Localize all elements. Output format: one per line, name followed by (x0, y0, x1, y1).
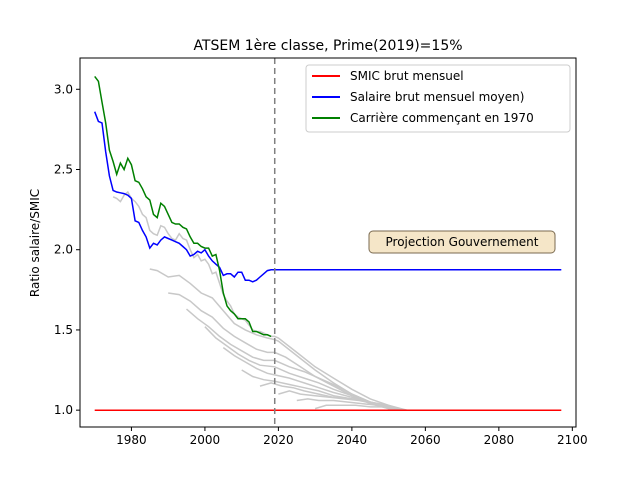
x-tick-label-1980: 1980 (116, 433, 147, 447)
career-line-9 (296, 398, 404, 411)
career-line-1 (149, 268, 408, 411)
legend-label-smic: SMIC brut mensuel (350, 69, 464, 83)
x-tick-label-2040: 2040 (337, 433, 368, 447)
x-tick-label-2100: 2100 (557, 433, 588, 447)
y-tick-label-0: 1.0 (54, 403, 73, 417)
annotation-box (368, 230, 556, 254)
career-line-10 (314, 404, 400, 410)
chart-title: ATSEM 1ère classe, Prime(2019)=15% (193, 38, 462, 54)
y-axis: 1.0 1.5 2.0 2.5 3.0 (54, 82, 80, 417)
y-tick-label-1: 1.5 (54, 323, 73, 337)
career-line-0 (112, 190, 426, 411)
x-tick-label-2000: 2000 (190, 433, 221, 447)
annotation: Projection Gouvernement (368, 230, 556, 254)
plot-frame (79, 57, 577, 428)
legend-label-salaire: Salaire brut mensuel moyen) (350, 90, 524, 104)
x-tick-label-2080: 2080 (484, 433, 515, 447)
x-tick-label-2060: 2060 (410, 433, 441, 447)
x-tick-label-2020: 2020 (263, 433, 294, 447)
legend-label-carriere: Carrière commençant en 1970 (350, 111, 534, 125)
x-axis: 1980 2000 2020 2040 2060 2080 2100 (116, 427, 588, 447)
legend: SMIC brut mensuel Salaire brut mensuel m… (305, 64, 571, 133)
annotation-label: Projection Gouvernement (386, 235, 539, 249)
y-axis-label: Ratio salaire/SMIC (28, 189, 42, 297)
y-tick-label-4: 3.0 (54, 82, 73, 96)
other-careers (112, 190, 426, 411)
y-tick-label-2: 2.0 (54, 243, 73, 257)
carriere-1970-line (94, 75, 272, 338)
legend-box (305, 64, 571, 133)
series-lines (93, 75, 562, 411)
salaire-moyen-line (93, 111, 562, 283)
career-line-7 (259, 382, 404, 411)
y-tick-label-3: 2.5 (54, 163, 73, 177)
